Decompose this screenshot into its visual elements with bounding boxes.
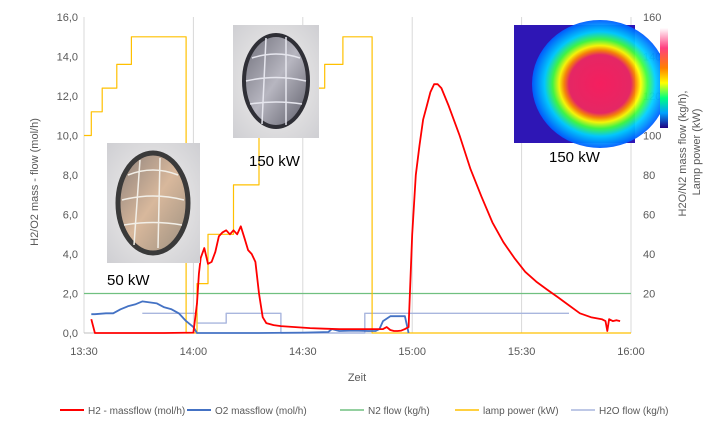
y-right-tick-label: 40: [643, 249, 655, 261]
annotation-label: 150 kW: [549, 149, 601, 166]
series-line-lamp-power: [84, 36, 631, 334]
annotation-label: 150 kW: [249, 153, 301, 170]
legend-label: N2 flow (kg/h): [368, 406, 430, 417]
y-right-axis-title-line2: Lamp power (kW): [691, 109, 703, 196]
x-tick-labels: 13:30 14:00 14:30 15:00 15:30 16:00: [70, 346, 645, 358]
x-axis-title: Zeit: [348, 372, 366, 384]
y-left-tick-labels: 0,0 2,0 4,0 6,0 8,0 10,0 12,0 14,0 16,0: [57, 12, 78, 340]
y-right-axis-title: H2O/N2 mass flow (kg/h), Lamp power (kW): [677, 88, 703, 217]
y-left-axis-title: H2/O2 mass - flow (mol/h): [29, 118, 41, 246]
y-right-axis-title-line1: H2O/N2 mass flow (kg/h),: [677, 91, 689, 217]
legend-label: O2 massflow (mol/h): [215, 406, 307, 417]
y-left-tick-label: 0,0: [63, 328, 78, 340]
y-left-tick-label: 2,0: [63, 289, 78, 301]
x-tick-label: 13:30: [70, 346, 98, 358]
x-tick-label: 15:30: [508, 346, 536, 358]
y-right-tick-label: 80: [643, 170, 655, 182]
y-right-tick-label: 60: [643, 210, 655, 222]
series: [84, 36, 631, 334]
y-left-tick-label: 10,0: [57, 131, 78, 143]
y-left-tick-label: 6,0: [63, 210, 78, 222]
y-right-tick-label: 100: [643, 131, 661, 143]
y-right-tick-label: 20: [643, 289, 655, 301]
y-left-tick-label: 8,0: [63, 170, 78, 182]
x-tick-label: 15:00: [398, 346, 426, 358]
y-left-tick-label: 12,0: [57, 91, 78, 103]
y-left-tick-label: 4,0: [63, 249, 78, 261]
legend: H2 - massflow (mol/h) O2 massflow (mol/h)…: [60, 406, 668, 417]
annotation-label: 50 kW: [107, 272, 150, 289]
x-tick-label: 14:00: [180, 346, 208, 358]
y-right-tick-label: 160: [643, 12, 661, 24]
thermal-image-inset: [514, 20, 668, 148]
x-tick-label: 16:00: [617, 346, 645, 358]
legend-label: H2O flow (kg/h): [599, 406, 668, 417]
legend-label: H2 - massflow (mol/h): [88, 406, 185, 417]
thermal-color-scale: [660, 28, 668, 128]
y-left-tick-label: 14,0: [57, 52, 78, 64]
photo-inset-150kw: [233, 25, 319, 138]
y-left-tick-label: 16,0: [57, 12, 78, 24]
x-tick-label: 14:30: [289, 346, 317, 358]
photo-inset-50kw: [107, 143, 200, 263]
series-line-h2-massflow: [90, 83, 621, 334]
legend-label: lamp power (kW): [483, 406, 559, 417]
